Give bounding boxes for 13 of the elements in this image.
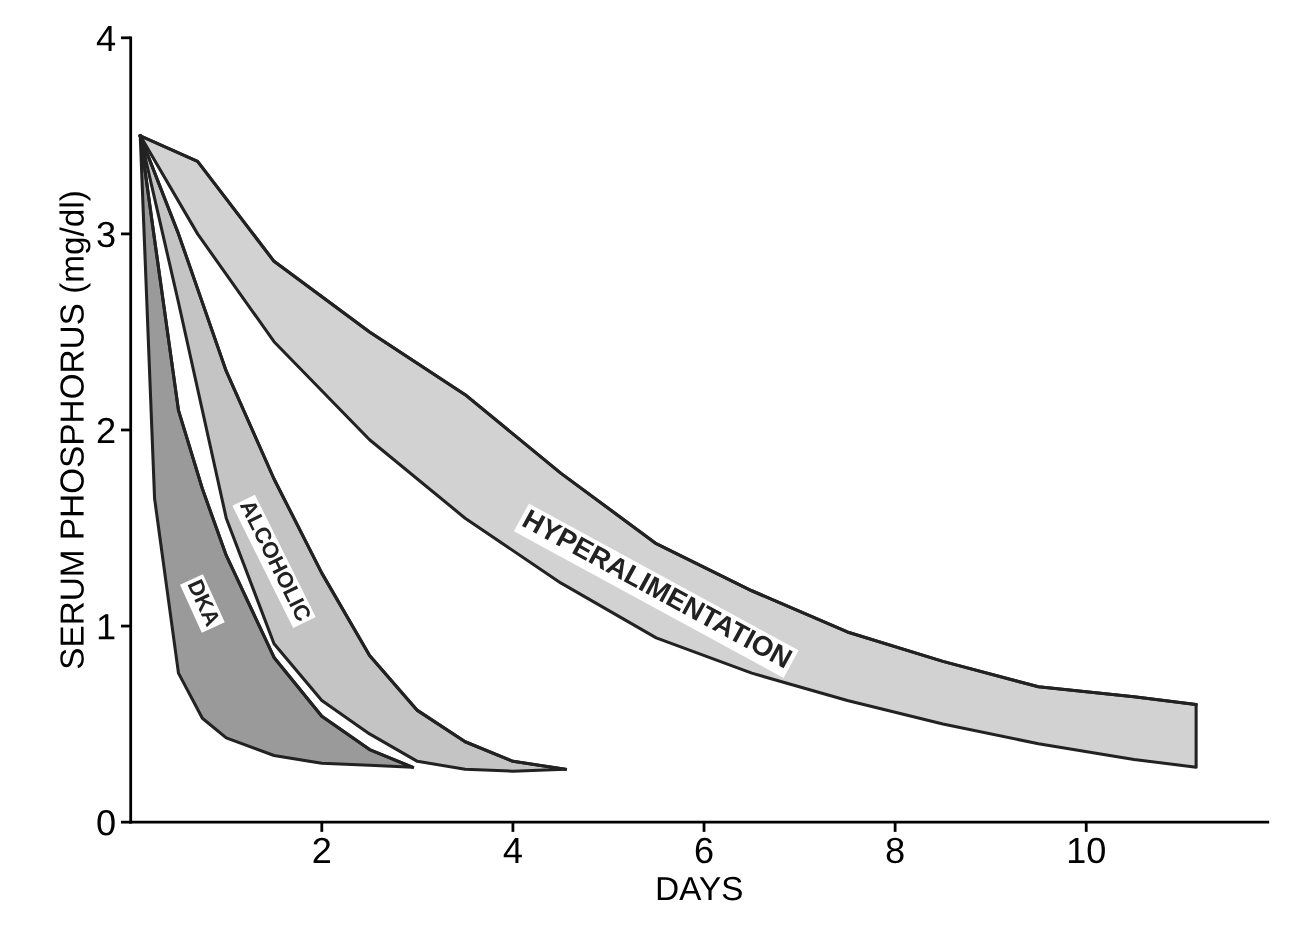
y-tick-label: 4 [96, 26, 116, 51]
y-tick-label: 2 [97, 417, 115, 444]
x-tick-label: 4 [503, 838, 522, 863]
x-tick-label: 2 [313, 837, 331, 863]
x-tick-label: 10 [1068, 837, 1105, 864]
y-tick-label: 1 [98, 614, 115, 640]
x-axis-title: DAYS [657, 876, 742, 901]
y-tick-label: 3 [97, 221, 115, 248]
y-tick-label: 0 [97, 810, 115, 836]
x-tick-label: 8 [886, 837, 904, 864]
x-tick-label: 6 [695, 837, 713, 864]
text: DKA [187, 579, 221, 628]
y-axis-title: SERUM PHOSPHORUS (mg/dl) [59, 192, 91, 669]
